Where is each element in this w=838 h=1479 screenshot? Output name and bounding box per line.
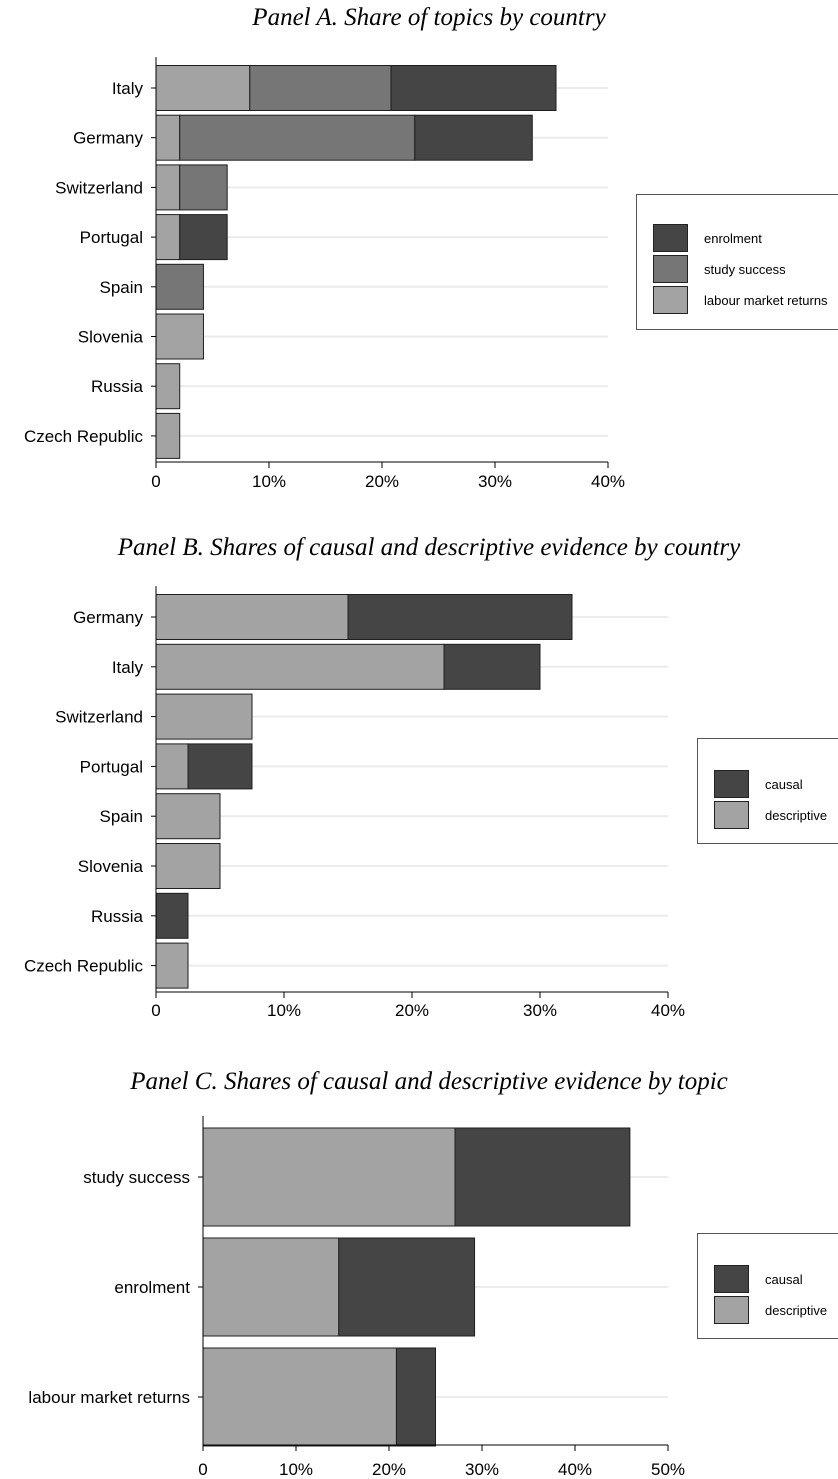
- legend-item-enrolment: enrolment: [653, 223, 762, 253]
- legend-item-descriptive: descriptive: [714, 800, 827, 830]
- bar-slovenia-labour-market-returns: [155, 313, 204, 360]
- bar-italy-labour-market-returns: [155, 65, 251, 111]
- legend-label-labour-market-returns: labour market returns: [704, 292, 828, 308]
- category-label-switzerland: Switzerland: [55, 708, 143, 727]
- legend-label-enrolment: enrolment: [704, 230, 762, 246]
- x-tick-label: 10%: [252, 472, 286, 491]
- category-label-enrolment: enrolment: [114, 1278, 190, 1297]
- bar-germany-descriptive: [155, 594, 349, 640]
- legend-item-labour-market-returns: labour market returns: [653, 285, 828, 315]
- x-tick-label: 40%: [651, 1001, 685, 1020]
- legend-item-descriptive: descriptive: [714, 1295, 827, 1325]
- bar-czech-republic-descriptive: [155, 942, 189, 989]
- bar-switzerland-study-success: [179, 164, 228, 211]
- x-tick-label: 30%: [465, 1460, 499, 1479]
- panel-a-legend: enrolment study success labour market re…: [636, 194, 838, 330]
- panel-a-chart: Italy Germany Switzerland Portugal Spain Slov…: [24, 57, 625, 491]
- category-label-russia: Russia: [91, 907, 144, 926]
- legend-swatch-enrolment: [653, 224, 688, 252]
- category-label-germany: Germany: [73, 608, 143, 627]
- bar-labour-market-returns-descriptive: [202, 1347, 397, 1447]
- legend-swatch-labour-market-returns: [653, 286, 688, 314]
- legend-label-descriptive: descriptive: [765, 807, 828, 823]
- bar-germany-causal: [347, 594, 573, 640]
- x-tick-label: 20%: [395, 1001, 429, 1020]
- legend-label-study-success: study success: [704, 261, 786, 277]
- x-tick-label: 20%: [365, 472, 399, 491]
- category-label-slovenia: Slovenia: [78, 857, 144, 876]
- bar-spain-study-success: [155, 263, 204, 310]
- x-tick-label: 50%: [651, 1460, 685, 1479]
- legend-label-descriptive: descriptive: [765, 1302, 828, 1318]
- x-tick-label: 10%: [279, 1460, 313, 1479]
- bar-study-success-descriptive: [202, 1127, 456, 1227]
- legend-label-causal: causal: [765, 776, 803, 792]
- bar-italy-study-success: [249, 65, 392, 111]
- legend-item-study-success: study success: [653, 254, 786, 284]
- panel-b: Panel B. Shares of causal and descriptiv…: [24, 534, 838, 1020]
- bar-italy-enrolment: [390, 65, 557, 111]
- legend-swatch-descriptive: [714, 801, 749, 829]
- bar-italy-descriptive: [155, 643, 445, 690]
- bar-italy-causal: [443, 643, 541, 690]
- x-tick-label: 0: [151, 1001, 160, 1020]
- panel-a-title: Panel A. Share of topics by country: [252, 4, 606, 31]
- bar-slovenia-descriptive: [155, 843, 221, 889]
- legend-label-causal: causal: [765, 1271, 803, 1287]
- x-tick-label: 40%: [558, 1460, 592, 1479]
- bar-spain-descriptive: [155, 793, 221, 840]
- legend-swatch-descriptive: [714, 1296, 749, 1324]
- bar-portugal-causal: [187, 743, 253, 790]
- bar-portugal-descriptive: [155, 743, 189, 790]
- category-label-spain: Spain: [100, 807, 143, 826]
- legend-item-causal: causal: [714, 1264, 803, 1294]
- x-tick-label: 30%: [523, 1001, 557, 1020]
- category-label-portugal: Portugal: [80, 228, 143, 247]
- legend-swatch-study-success: [653, 255, 688, 283]
- bar-germany-enrolment: [414, 114, 533, 161]
- legend-item-causal: causal: [714, 769, 803, 799]
- legend-swatch-causal: [714, 1265, 749, 1293]
- panel-c-legend: causal descriptive: [697, 1233, 838, 1339]
- category-label-study-success: study success: [83, 1168, 190, 1187]
- category-label-switzerland: Switzerland: [55, 178, 143, 197]
- legend-swatch-causal: [714, 770, 749, 798]
- panel-a: Panel A. Share of topics by country Ital…: [0, 0, 838, 500]
- panel-b-legend: causal descriptive: [697, 738, 838, 844]
- bar-labour-market-returns-causal: [395, 1347, 437, 1447]
- category-label-germany: Germany: [73, 129, 143, 148]
- category-label-czech-republic: Czech Republic: [24, 427, 144, 446]
- panel-c-title: Panel C. Shares of causal and descriptiv…: [130, 1068, 728, 1095]
- x-tick-label: 30%: [478, 472, 512, 491]
- category-label-italy: Italy: [112, 658, 144, 677]
- x-tick-label: 10%: [267, 1001, 301, 1020]
- category-label-italy: Italy: [112, 79, 144, 98]
- bar-portugal-enrolment: [179, 214, 228, 261]
- category-label-labour-market-returns: labour market returns: [28, 1388, 190, 1407]
- x-tick-label: 0: [151, 472, 160, 491]
- bar-switzerland-descriptive: [155, 693, 253, 740]
- bar-enrolment-causal: [338, 1237, 476, 1337]
- category-label-spain: Spain: [100, 278, 143, 297]
- bar-study-success-causal: [454, 1127, 631, 1227]
- category-label-portugal: Portugal: [80, 757, 143, 776]
- bar-enrolment-descriptive: [202, 1237, 340, 1337]
- bar-germany-study-success: [179, 114, 416, 161]
- x-tick-label: 20%: [372, 1460, 406, 1479]
- panel-b-title: Panel B. Shares of causal and descriptiv…: [117, 534, 741, 561]
- x-tick-label: 0: [198, 1460, 207, 1479]
- panel-b-chart: Germany Italy Switzerland Portugal Spain Slov…: [24, 586, 685, 1020]
- x-tick-label: 40%: [591, 472, 625, 491]
- category-label-russia: Russia: [91, 377, 144, 396]
- category-label-czech-republic: Czech Republic: [24, 957, 144, 976]
- category-label-slovenia: Slovenia: [78, 328, 144, 347]
